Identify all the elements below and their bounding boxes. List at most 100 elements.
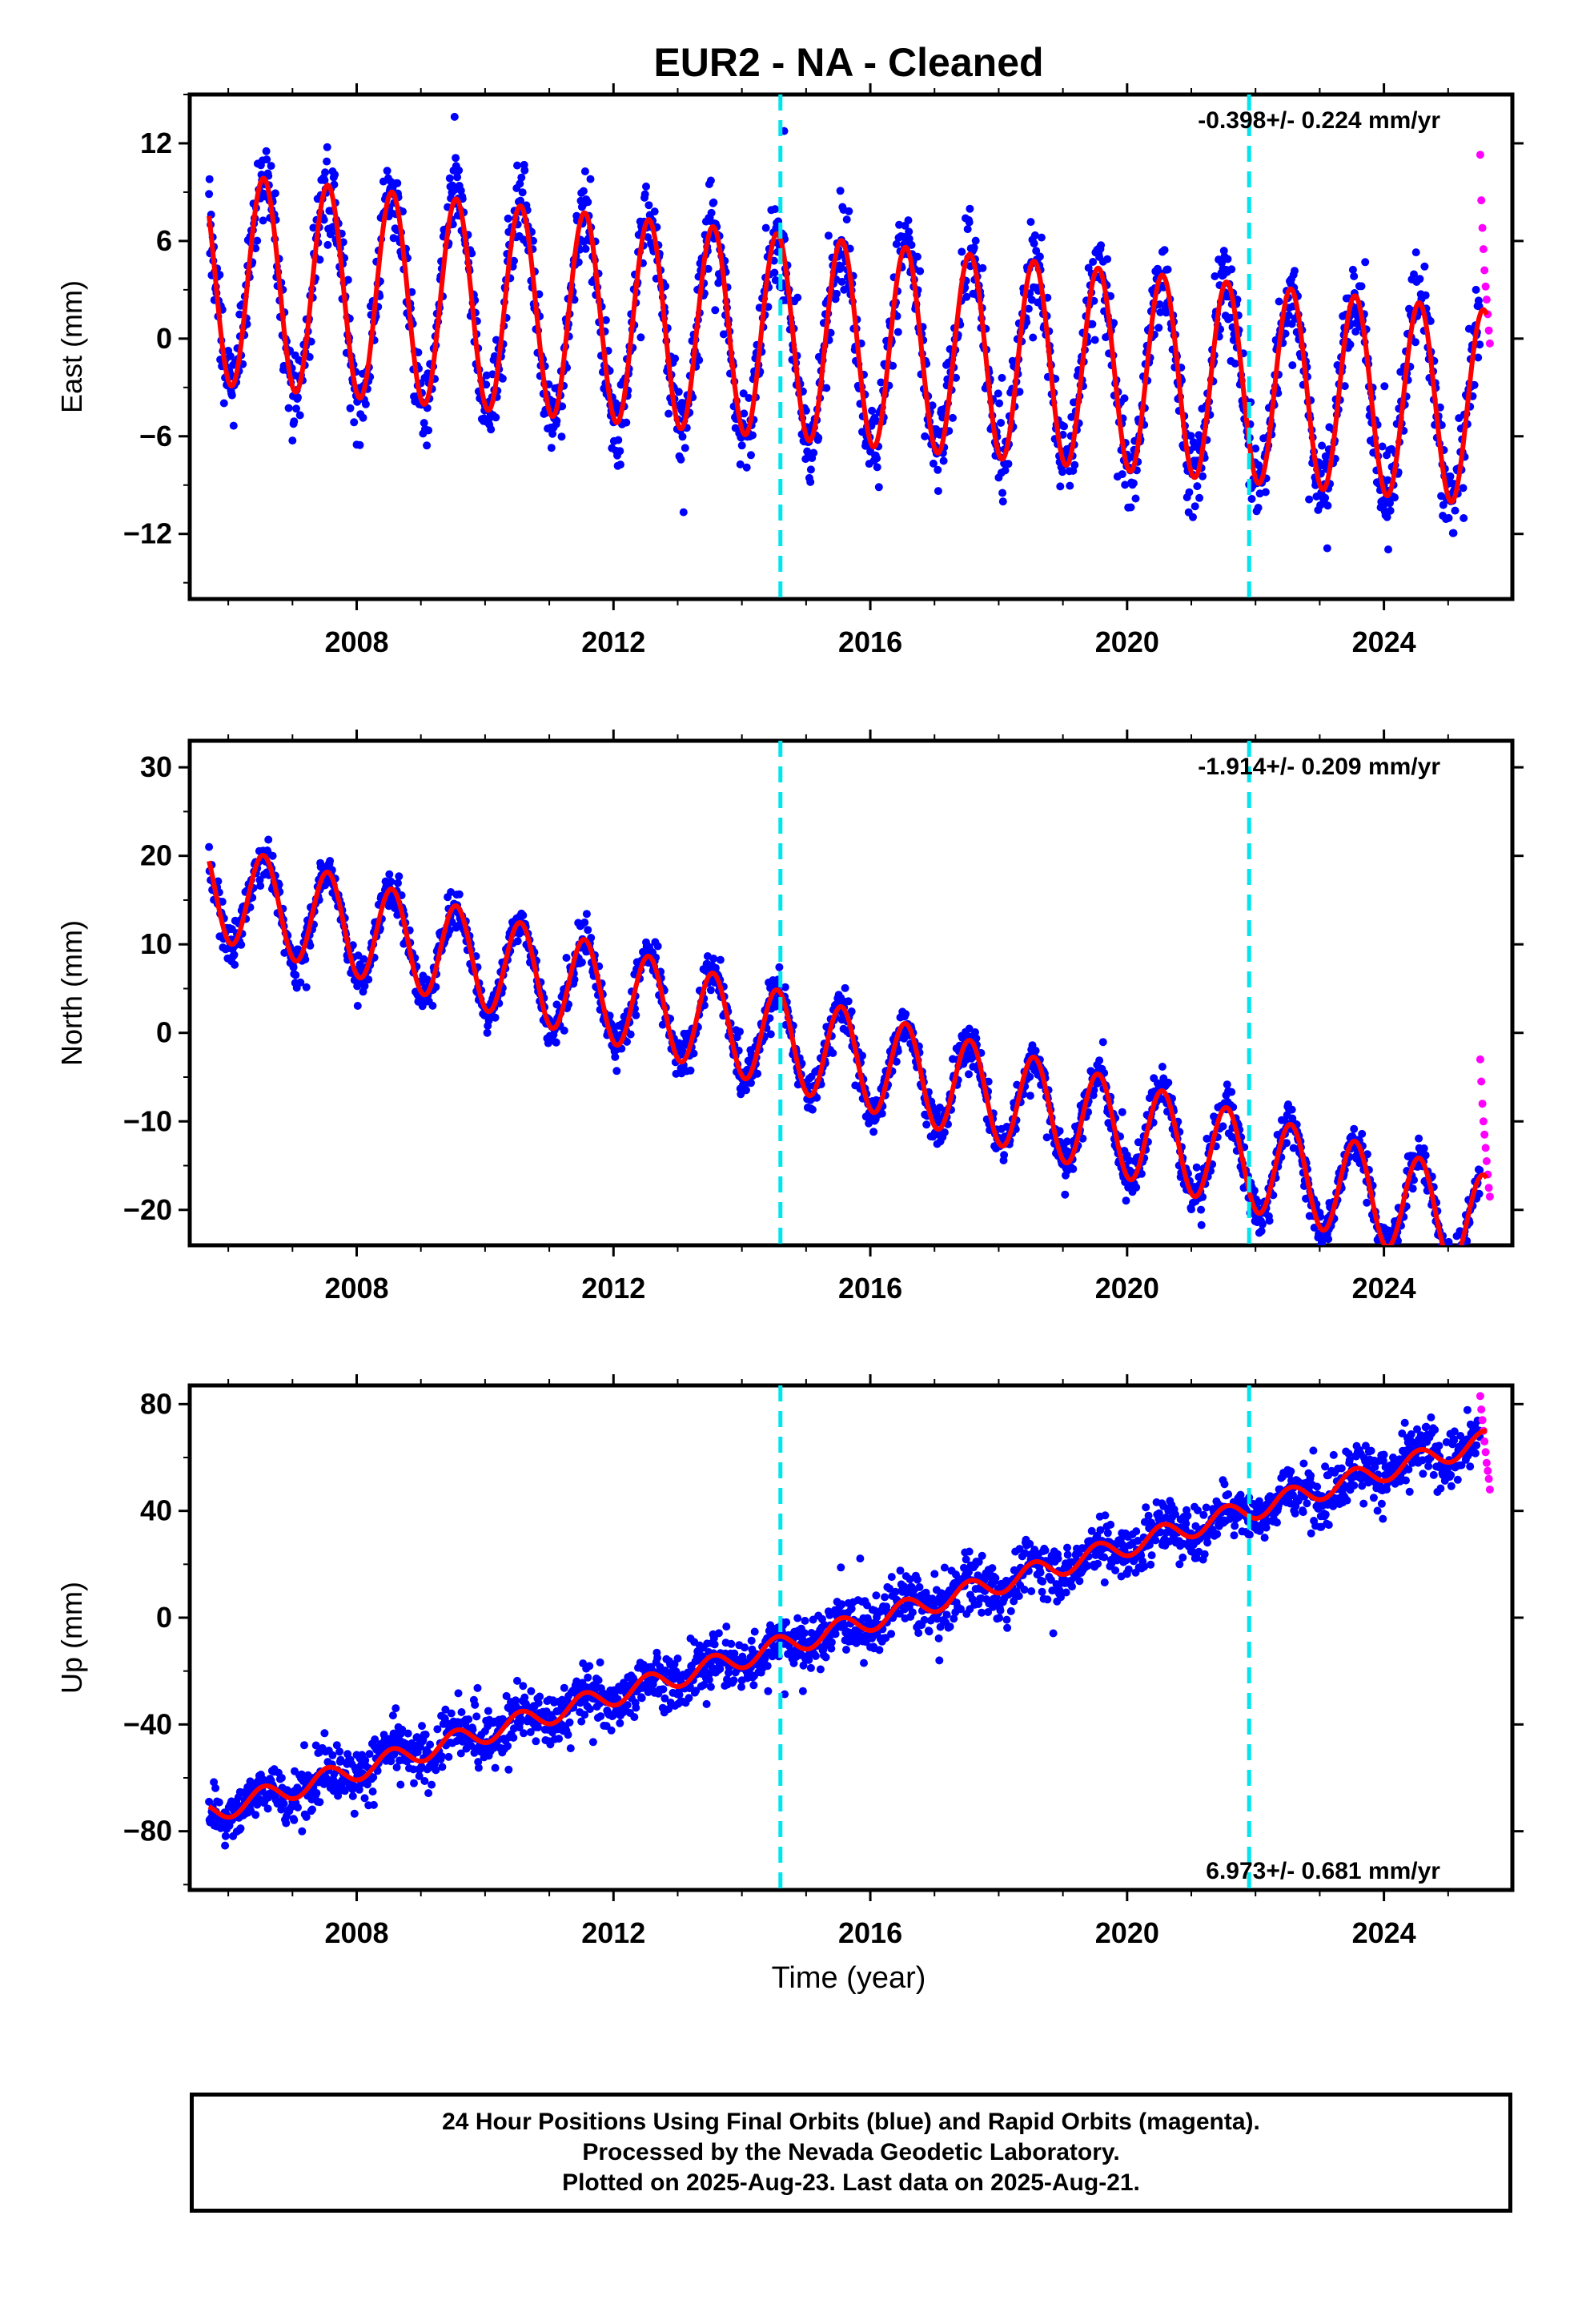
final-orbit-point [929,459,938,468]
final-orbit-point [348,941,357,950]
final-orbit-point [822,384,831,392]
final-orbit-point [650,207,659,216]
final-orbit-point [343,275,352,284]
final-orbit-point [424,1789,433,1798]
final-orbit-point [295,411,304,420]
final-orbit-point [1137,1169,1146,1178]
final-orbit-point [868,406,877,415]
final-orbit-point [323,157,331,166]
final-orbit-point [962,292,971,301]
y-tick-label: 0 [156,322,172,355]
final-orbit-point [1460,514,1468,522]
y-tick-label: −40 [123,1707,172,1740]
final-orbit-point [995,399,1004,408]
final-orbit-point [331,171,339,179]
x-tick-label: 2020 [1095,1916,1159,1949]
final-orbit-point [612,399,620,408]
final-orbit-point [350,1809,359,1818]
final-orbit-point [719,330,728,339]
y-tick-label: −80 [123,1815,172,1848]
final-orbit-point [1476,1166,1484,1175]
final-orbit-point [579,187,588,195]
final-orbit-point [398,1725,407,1734]
final-orbit-point [468,249,476,258]
final-orbit-point [1357,282,1366,291]
final-orbit-point [516,179,524,188]
final-orbit-point [1382,1248,1390,1256]
final-orbit-point [1438,1262,1446,1270]
x-tick-label: 2024 [1352,1272,1416,1305]
final-orbit-point [308,1805,316,1814]
x-tick-label: 2020 [1095,1272,1159,1305]
final-orbit-point [365,1750,374,1759]
final-orbit-point [1067,412,1076,421]
final-orbit-point [793,293,802,302]
final-orbit-point [806,465,815,474]
chart-title: EUR2 - NA - Cleaned [653,40,1043,85]
x-tick-label: 2012 [581,1272,645,1305]
final-orbit-point [814,433,823,442]
final-orbit-point [1250,1186,1259,1195]
final-orbit-point [934,487,942,496]
final-orbit-point [1446,1243,1454,1245]
final-orbit-point [1253,1197,1262,1206]
final-orbit-point [623,1037,631,1046]
final-orbit-point [445,926,454,935]
final-orbit-point [492,336,500,344]
rapid-orbit-point [1477,1077,1486,1086]
final-orbit-point [601,316,610,324]
final-orbit-point [414,348,423,357]
plot-area [205,741,1494,1270]
final-orbit-point [939,456,948,465]
y-tick-label: 20 [140,839,172,872]
final-orbit-point [548,429,557,438]
final-orbit-point [369,1800,378,1809]
final-orbit-point [1363,1150,1371,1159]
final-orbit-point [301,955,310,963]
final-orbit-point [1078,1134,1087,1143]
final-orbit-point [323,143,331,151]
final-orbit-point [432,983,440,991]
final-orbit-point [1121,480,1130,489]
final-orbit-point [1281,329,1290,338]
final-orbit-point [391,1704,400,1713]
final-orbit-point [1063,1137,1071,1146]
x-tick-label: 2020 [1095,625,1159,658]
final-orbit-point [1192,1163,1201,1172]
final-orbit-point [547,444,556,452]
final-orbit-point [1361,258,1370,267]
final-orbit-point [1058,430,1067,439]
final-orbit-point [428,1780,436,1789]
final-orbit-point [872,416,881,425]
final-orbit-point [895,220,904,229]
final-orbit-point [277,1774,286,1783]
final-orbit-point [296,978,305,987]
final-orbit-point [346,404,355,412]
final-orbit-point [965,1024,974,1033]
final-orbit-point [1061,1190,1070,1199]
final-orbit-point [1126,503,1135,512]
final-orbit-point [766,1030,775,1039]
final-orbit-point [428,1001,437,1010]
final-orbit-point [747,1079,755,1088]
final-orbit-point [1439,501,1447,509]
rapid-orbit-point [1480,1130,1489,1139]
final-orbit-point [1000,1151,1009,1160]
final-orbit-point [307,337,315,346]
final-orbit-point [570,975,579,984]
final-orbit-point [837,277,846,286]
final-orbit-point [302,1812,311,1821]
y-tick-label: 80 [140,1387,172,1420]
final-orbit-point [319,215,328,224]
final-orbit-point [636,333,645,342]
final-orbit-point [211,1783,220,1792]
final-orbit-point [450,112,459,121]
final-orbit-point [842,215,851,224]
final-orbit-point [1251,444,1260,453]
final-orbit-point [949,413,957,422]
final-orbit-point [289,963,298,971]
final-orbit-point [1219,247,1228,255]
final-orbit-point [1032,247,1041,255]
final-orbit-point [709,955,718,963]
